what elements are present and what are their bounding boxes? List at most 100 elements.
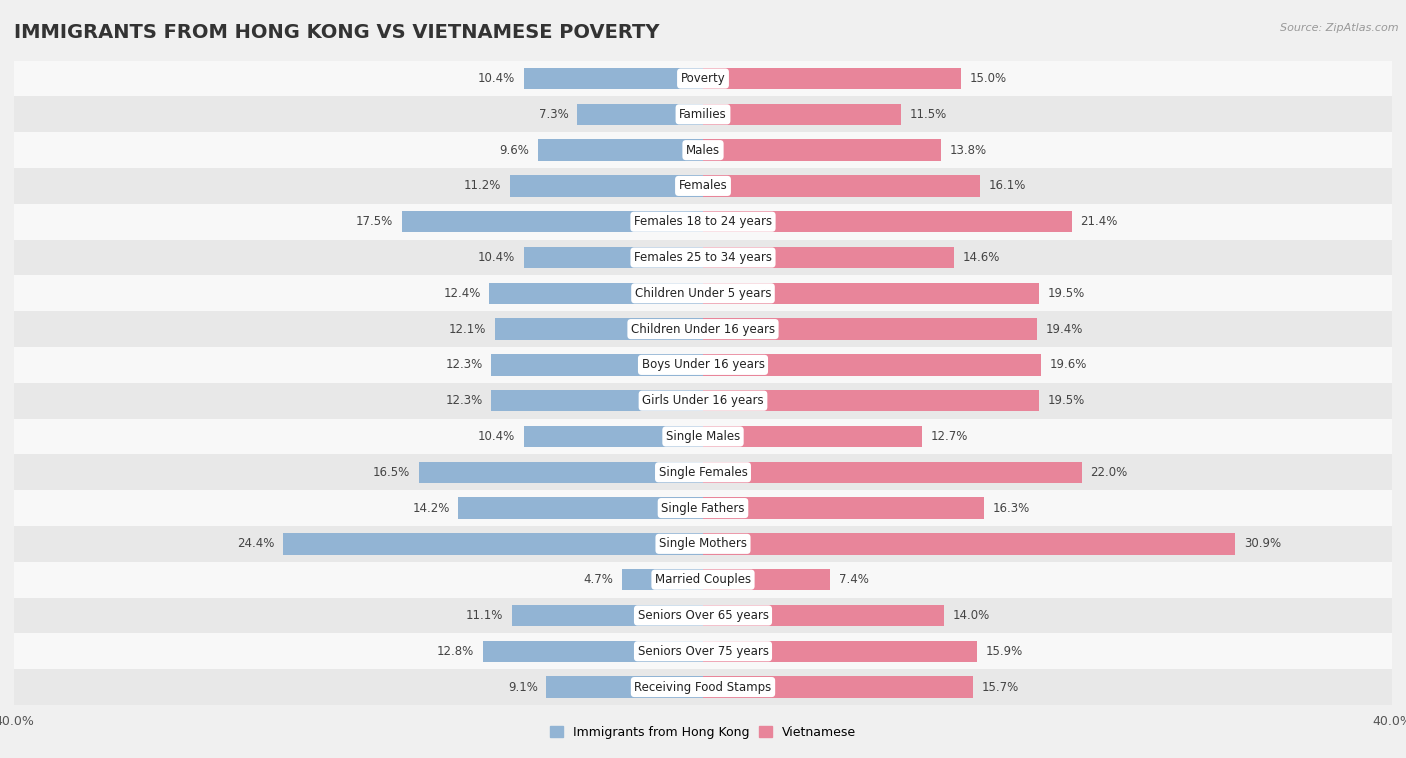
Text: Married Couples: Married Couples (655, 573, 751, 586)
Bar (510, 175, 703, 196)
Bar (14, 132, 1392, 168)
Bar (703, 641, 977, 662)
Text: Receiving Food Stamps: Receiving Food Stamps (634, 681, 772, 694)
Bar (14, 240, 1392, 275)
Text: Females 18 to 24 years: Females 18 to 24 years (634, 215, 772, 228)
Text: Source: ZipAtlas.com: Source: ZipAtlas.com (1281, 23, 1399, 33)
Text: 19.4%: 19.4% (1046, 323, 1083, 336)
Text: 17.5%: 17.5% (356, 215, 392, 228)
Text: Girls Under 16 years: Girls Under 16 years (643, 394, 763, 407)
Text: 9.1%: 9.1% (508, 681, 537, 694)
Bar (491, 354, 703, 376)
Text: 30.9%: 30.9% (1244, 537, 1281, 550)
Text: Single Males: Single Males (666, 430, 740, 443)
Bar (14, 96, 1392, 132)
Text: Single Females: Single Females (658, 465, 748, 479)
Bar (703, 462, 1083, 483)
Text: 15.7%: 15.7% (981, 681, 1019, 694)
Bar (14, 275, 1392, 312)
Bar (402, 211, 703, 233)
Bar (703, 426, 922, 447)
Text: Single Mothers: Single Mothers (659, 537, 747, 550)
Bar (14, 168, 1392, 204)
Text: Poverty: Poverty (681, 72, 725, 85)
Bar (14, 312, 1392, 347)
Legend: Immigrants from Hong Kong, Vietnamese: Immigrants from Hong Kong, Vietnamese (546, 721, 860, 744)
Bar (578, 104, 703, 125)
Bar (703, 605, 945, 626)
Text: 14.2%: 14.2% (412, 502, 450, 515)
Bar (703, 533, 1236, 555)
Text: 4.7%: 4.7% (583, 573, 613, 586)
Bar (537, 139, 703, 161)
Text: 12.3%: 12.3% (446, 394, 482, 407)
Bar (703, 67, 962, 89)
Bar (703, 390, 1039, 412)
Text: 19.5%: 19.5% (1047, 287, 1084, 300)
Text: Females: Females (679, 180, 727, 193)
Text: 24.4%: 24.4% (236, 537, 274, 550)
Bar (703, 211, 1071, 233)
Text: 21.4%: 21.4% (1080, 215, 1118, 228)
Bar (512, 605, 703, 626)
Text: 22.0%: 22.0% (1091, 465, 1128, 479)
Bar (703, 676, 973, 698)
Text: 9.6%: 9.6% (499, 143, 529, 157)
Bar (703, 104, 901, 125)
Text: 10.4%: 10.4% (478, 72, 515, 85)
Text: 12.8%: 12.8% (437, 645, 474, 658)
Text: 16.5%: 16.5% (373, 465, 411, 479)
Bar (14, 526, 1392, 562)
Bar (14, 204, 1392, 240)
Text: Children Under 16 years: Children Under 16 years (631, 323, 775, 336)
Bar (495, 318, 703, 340)
Bar (703, 569, 831, 590)
Bar (524, 426, 703, 447)
Bar (524, 67, 703, 89)
Bar (621, 569, 703, 590)
Text: 12.1%: 12.1% (449, 323, 486, 336)
Text: 15.0%: 15.0% (970, 72, 1007, 85)
Text: 12.3%: 12.3% (446, 359, 482, 371)
Text: 11.1%: 11.1% (465, 609, 503, 622)
Text: Females 25 to 34 years: Females 25 to 34 years (634, 251, 772, 264)
Text: Seniors Over 75 years: Seniors Over 75 years (637, 645, 769, 658)
Bar (703, 497, 984, 518)
Bar (419, 462, 703, 483)
Bar (283, 533, 703, 555)
Bar (14, 383, 1392, 418)
Bar (14, 490, 1392, 526)
Text: 10.4%: 10.4% (478, 430, 515, 443)
Text: 12.4%: 12.4% (443, 287, 481, 300)
Text: 7.4%: 7.4% (839, 573, 869, 586)
Text: 13.8%: 13.8% (949, 143, 987, 157)
Text: 7.3%: 7.3% (538, 108, 568, 121)
Bar (14, 454, 1392, 490)
Bar (703, 139, 941, 161)
Text: 14.0%: 14.0% (953, 609, 990, 622)
Bar (14, 418, 1392, 454)
Bar (14, 669, 1392, 705)
Text: Single Fathers: Single Fathers (661, 502, 745, 515)
Bar (547, 676, 703, 698)
Bar (482, 641, 703, 662)
Bar (14, 347, 1392, 383)
Text: Seniors Over 65 years: Seniors Over 65 years (637, 609, 769, 622)
Text: IMMIGRANTS FROM HONG KONG VS VIETNAMESE POVERTY: IMMIGRANTS FROM HONG KONG VS VIETNAMESE … (14, 23, 659, 42)
Text: 16.3%: 16.3% (993, 502, 1029, 515)
Text: 11.5%: 11.5% (910, 108, 946, 121)
Bar (703, 283, 1039, 304)
Bar (703, 175, 980, 196)
Text: Boys Under 16 years: Boys Under 16 years (641, 359, 765, 371)
Text: 11.2%: 11.2% (464, 180, 502, 193)
Text: 19.5%: 19.5% (1047, 394, 1084, 407)
Bar (489, 283, 703, 304)
Bar (491, 390, 703, 412)
Bar (14, 61, 1392, 96)
Text: Children Under 5 years: Children Under 5 years (634, 287, 772, 300)
Text: Males: Males (686, 143, 720, 157)
Bar (703, 247, 955, 268)
Text: 10.4%: 10.4% (478, 251, 515, 264)
Bar (14, 562, 1392, 597)
Text: 19.6%: 19.6% (1049, 359, 1087, 371)
